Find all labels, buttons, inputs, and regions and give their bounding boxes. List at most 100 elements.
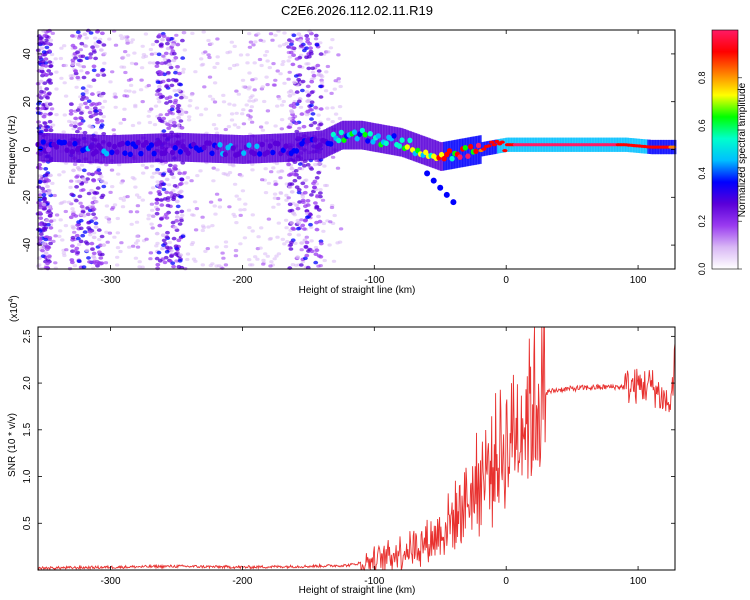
noise-band-speck [81,265,87,269]
ridge-band-cell [220,134,223,163]
ridge-core-cell [46,146,52,153]
noise-speck [130,176,135,180]
noise-band-speck [174,93,179,97]
ridge-band-cell [311,131,314,160]
noise-speck [180,213,185,217]
noise-band-speck [287,202,293,207]
ridge-band-cell [490,140,493,155]
noise-band-speck [43,237,49,242]
noise-speck [138,88,144,92]
noise-speck [304,90,310,94]
noise-band-speck [47,236,53,240]
noise-speck [58,56,64,61]
noise-band-speck [166,78,172,83]
noise-speck [78,201,83,205]
noise-speck [113,95,118,99]
ridge-band-cell [109,135,112,164]
noise-band-speck [37,55,43,60]
ridge-band-cell [161,133,164,162]
ridge-band-cell [210,134,213,163]
ridge-band-cell [503,138,506,153]
noise-speck [309,225,314,229]
noise-band-speck [168,163,173,168]
noise-speck [84,36,89,40]
noise-band-speck [314,204,320,209]
noise-speck [194,106,200,110]
noise-band-speck [90,102,96,106]
noise-speck [140,100,145,104]
noise-speck [190,31,195,35]
noise-band-speck [79,41,85,46]
ridge-band-cell [95,134,98,164]
noise-speck [108,80,113,84]
ridge-core-cell [143,139,149,146]
ridge-core-cell [69,148,75,155]
ridge-core-cell [172,145,178,151]
noise-band-speck [295,206,301,211]
noise-speck [247,31,252,36]
noise-speck [162,57,168,62]
noise-band-speck [82,32,88,36]
noise-band-speck [90,247,95,251]
noise-speck [245,61,250,65]
noise-band-speck [47,213,53,218]
noise-band-speck [89,188,94,193]
noise-speck [272,83,277,87]
ridge-band-cell [91,134,94,164]
noise-band-speck [318,254,324,259]
noise-speck [127,89,132,93]
noise-speck [69,76,74,80]
noise-speck [297,126,302,130]
noise-speck [107,231,113,235]
noise-speck [240,112,245,116]
snr-x-tick-label: 100 [630,576,647,587]
noise-speck [93,131,98,135]
noise-speck [123,70,128,75]
ridge-core-cell [468,143,474,150]
ridge-band-cell [338,122,341,151]
noise-band-speck [288,89,294,93]
noise-speck [324,70,329,74]
ridge-band-cell [296,132,299,162]
noise-speck [273,33,278,37]
noise-band-speck [87,260,92,264]
noise-speck [330,106,335,110]
noise-speck [108,190,113,194]
noise-band-speck [78,116,83,120]
noise-speck [247,258,252,262]
noise-speck [325,64,331,69]
noise-speck [53,234,58,238]
noise-speck [133,185,138,189]
noise-band-speck [164,101,169,105]
noise-band-speck [172,225,178,230]
noise-band-speck [164,84,169,89]
ridge-band-cell [465,137,468,167]
noise-band-speck [176,265,182,269]
noise-speck [323,89,329,93]
noise-speck [330,38,335,42]
noise-speck [234,249,239,253]
ridge-band-cell [280,133,283,163]
noise-band-speck [91,178,97,183]
noise-speck [67,119,72,123]
noise-band-speck [165,196,171,200]
noise-band-speck [316,73,322,77]
noise-band-speck [157,259,163,263]
ridge-core-cell [383,140,389,147]
noise-speck [125,41,130,45]
noise-band-speck [93,199,99,204]
ridge-core-cell [246,142,252,148]
noise-speck [112,235,117,239]
noise-band-speck [163,212,169,217]
ridge-band-cell [435,140,438,170]
noise-speck [309,239,314,243]
noise-band-speck [42,81,48,85]
noise-band-speck [101,43,107,47]
ridge-band-cell [240,135,243,164]
noise-speck [200,215,205,219]
noise-band-speck [97,40,102,44]
noise-speck [282,242,287,246]
noise-band-speck [95,186,101,190]
noise-speck [68,74,74,78]
noise-band-speck [178,253,184,257]
